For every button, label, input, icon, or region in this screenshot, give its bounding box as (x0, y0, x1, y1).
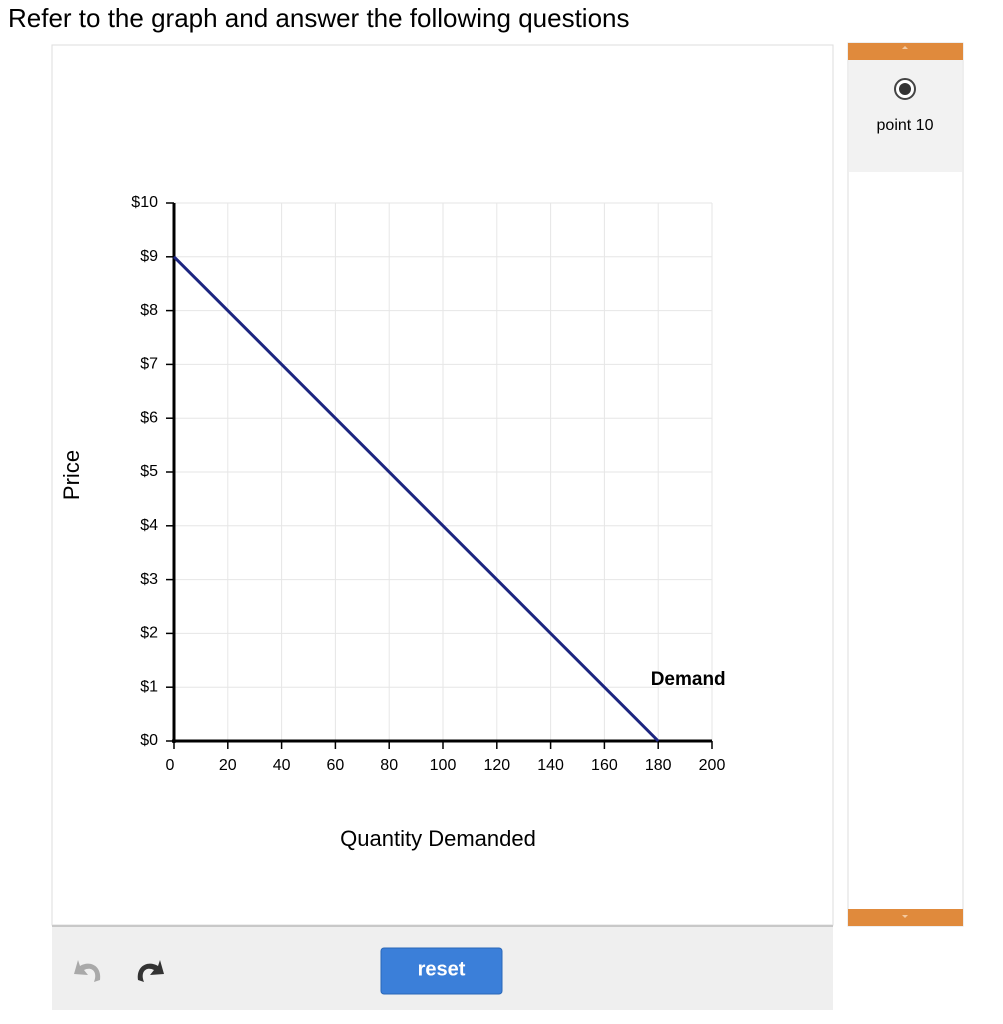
x-tick-label: 180 (645, 757, 672, 774)
scroll-up-arrow (902, 46, 908, 49)
y-axis-label: Price (59, 450, 84, 500)
point-tool-label: point 10 (877, 117, 934, 134)
y-tick-label: $6 (140, 409, 158, 426)
y-tick-label: $2 (140, 625, 158, 642)
scroll-up[interactable] (848, 43, 963, 60)
y-tick-label: $8 (140, 302, 158, 319)
undo-icon (74, 960, 101, 982)
y-tick-label: $9 (140, 248, 158, 265)
point-icon-dot (899, 83, 911, 95)
y-tick-label: $4 (140, 517, 158, 534)
question-title: Refer to the graph and answer the follow… (8, 3, 630, 33)
x-axis-label: Quantity Demanded (340, 826, 536, 851)
y-tick-label: $1 (140, 678, 158, 695)
sidebar (847, 42, 964, 927)
x-tick-label: 160 (591, 757, 618, 774)
demand-line (172, 255, 660, 743)
chart: 0 20 40 60 80 100 120 140 160 180 200 $0 $1 $2 $3 $4 $5 $… (59, 194, 726, 851)
redo-button[interactable] (137, 960, 164, 982)
reset-button-bg (380, 947, 503, 995)
y-tick-label: $5 (140, 463, 158, 480)
series-label: Demand (651, 669, 726, 690)
y-tick-label: $0 (140, 732, 158, 749)
x-tick-label: 60 (327, 757, 345, 774)
x-tick-label: 20 (219, 757, 237, 774)
x-tick-label: 100 (430, 757, 457, 774)
x-tick-label: 200 (699, 757, 726, 774)
y-tick-label: $3 (140, 571, 158, 588)
reset-label: reset (418, 958, 466, 980)
point-tool[interactable]: point 10 (849, 60, 962, 172)
undo-button[interactable] (74, 960, 101, 982)
redo-icon (137, 960, 164, 982)
reset-button[interactable]: reset (380, 947, 503, 995)
point-tool-bg (849, 60, 962, 172)
x-tick-label: 40 (273, 757, 291, 774)
x-tick-label: 140 (537, 757, 564, 774)
y-tick-label: $7 (140, 356, 158, 373)
x-tick-label: 120 (483, 757, 510, 774)
x-tick-label: 80 (380, 757, 398, 774)
y-tick-label: $10 (131, 194, 158, 211)
scroll-down-arrow (902, 915, 908, 918)
x-tick-label: 0 (166, 757, 175, 774)
